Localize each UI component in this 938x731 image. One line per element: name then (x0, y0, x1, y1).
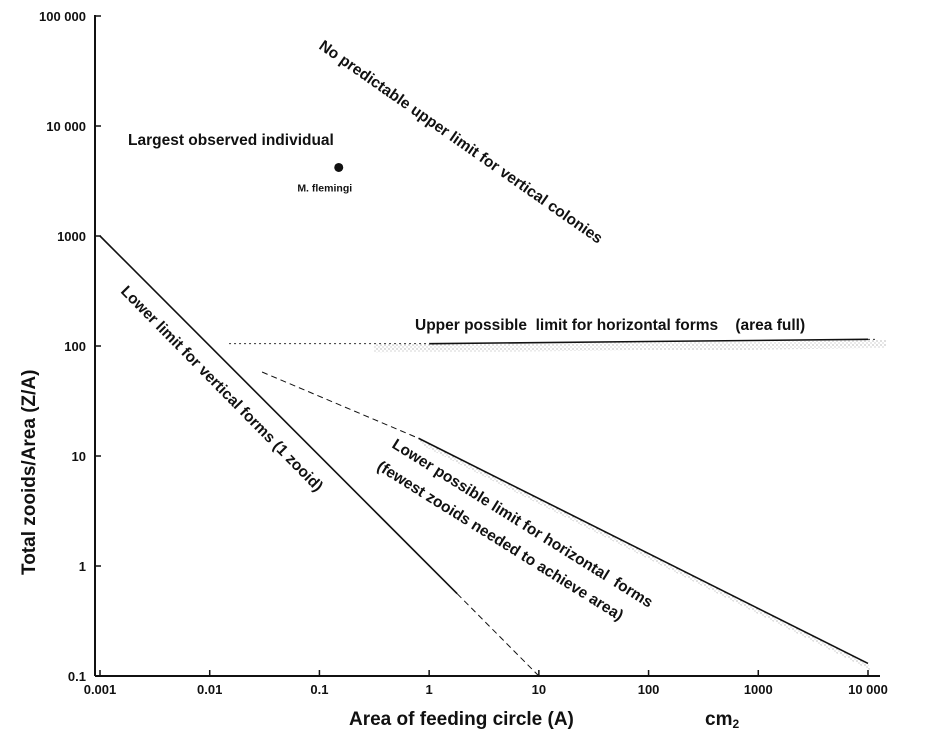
shade-horizontal-upper (374, 340, 886, 353)
x-axis-unit-subscript: 2 (732, 717, 739, 731)
x-tick-label: 100 (638, 682, 660, 697)
annotation-lower-vertical: Lower limit for vertical forms (1 zooid) (117, 283, 326, 495)
x-tick-label: 0.1 (310, 682, 328, 697)
y-axis-title: Total zooids/Area (Z/A) (19, 370, 40, 575)
annotation-lower-horizontal: Lower possible limit for horizontal form… (389, 436, 656, 612)
annotation-no-upper-limit: No predictable upper limit for vertical … (316, 37, 606, 247)
x-tick-label: 10 000 (848, 682, 888, 697)
annotation-largest-observed: Largest observed individual (128, 132, 334, 149)
y-tick-label: 100 (64, 339, 86, 354)
points-layer: M. flemingi (297, 162, 352, 194)
y-tick-label: 1000 (57, 229, 86, 244)
y-tick-label: 100 000 (39, 9, 86, 24)
annotation-upper-horizontal: Upper possible limit for horizontal form… (415, 317, 805, 334)
y-tick-label: 0.1 (68, 669, 86, 684)
y-tick-label: 10 (72, 449, 86, 464)
x-axis-unit-base: cm (705, 709, 732, 730)
x-axis-title: Area of feeding circle (A) (349, 709, 574, 730)
data-point-label: M. flemingi (297, 182, 352, 194)
series-line-6 (261, 371, 419, 439)
y-tick-label: 1 (79, 559, 86, 574)
y-ticks: 0.1 1 10 100 1000 10 000 100 000 (39, 9, 101, 684)
series-line-0 (99, 235, 458, 595)
shade-horizontal-lower (418, 438, 872, 671)
x-ticks: 0.001 0.01 0.1 1 10 100 1000 10 000 (84, 670, 888, 697)
x-tick-label: 1000 (744, 682, 773, 697)
x-tick-label: 1 (426, 682, 433, 697)
series-line-5 (418, 437, 869, 665)
series-line-2 (429, 338, 869, 345)
x-axis-unit: cm2 (705, 709, 739, 731)
y-tick-label: 10 000 (46, 119, 86, 134)
x-tick-label: 0.001 (84, 682, 117, 697)
x-tick-label: 10 (532, 682, 546, 697)
data-point (334, 162, 344, 172)
series-layer (99, 235, 877, 677)
x-tick-label: 0.01 (197, 682, 222, 697)
